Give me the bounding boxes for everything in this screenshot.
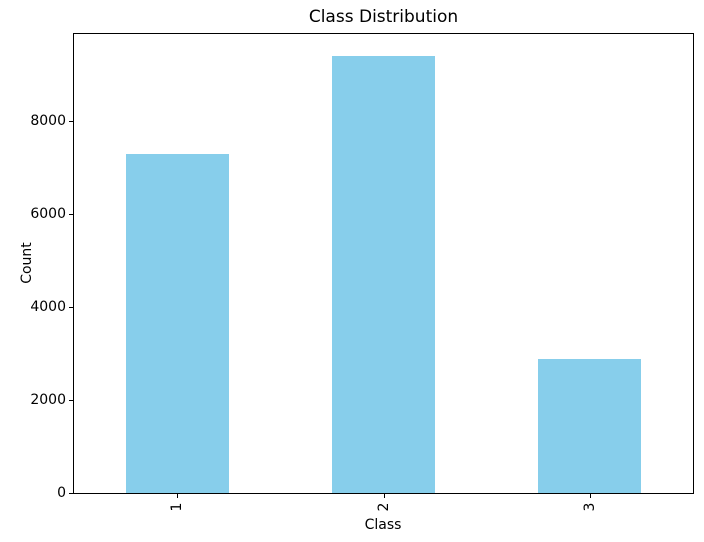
x-tick-label: 3 <box>581 502 598 512</box>
x-axis-label: Class <box>364 517 402 533</box>
y-tick-mark <box>69 213 73 215</box>
y-tick-mark <box>69 120 73 122</box>
x-tick-mark <box>383 494 385 498</box>
y-tick-label: 2000 <box>30 391 66 408</box>
bar-class-3 <box>538 359 642 493</box>
y-axis-label: Count <box>19 242 35 284</box>
x-tick-label: 1 <box>169 502 186 512</box>
y-tick-mark <box>69 493 73 494</box>
y-tick-label: 8000 <box>30 112 66 129</box>
bar-class-2 <box>331 55 436 493</box>
y-tick-label: 6000 <box>30 205 66 222</box>
y-tick-label: 4000 <box>30 298 66 315</box>
y-tick-label: 0 <box>57 485 66 501</box>
x-tick-label: 2 <box>375 502 392 512</box>
chart-title: Class Distribution <box>308 7 459 27</box>
x-tick-mark <box>177 494 179 498</box>
bar-class-1 <box>125 154 229 493</box>
x-tick-mark <box>589 494 591 498</box>
y-tick-mark <box>69 399 73 401</box>
plot-area: 1 2 3 0 2000 4000 6000 8000 <box>30 33 694 511</box>
y-tick-mark <box>69 306 73 308</box>
